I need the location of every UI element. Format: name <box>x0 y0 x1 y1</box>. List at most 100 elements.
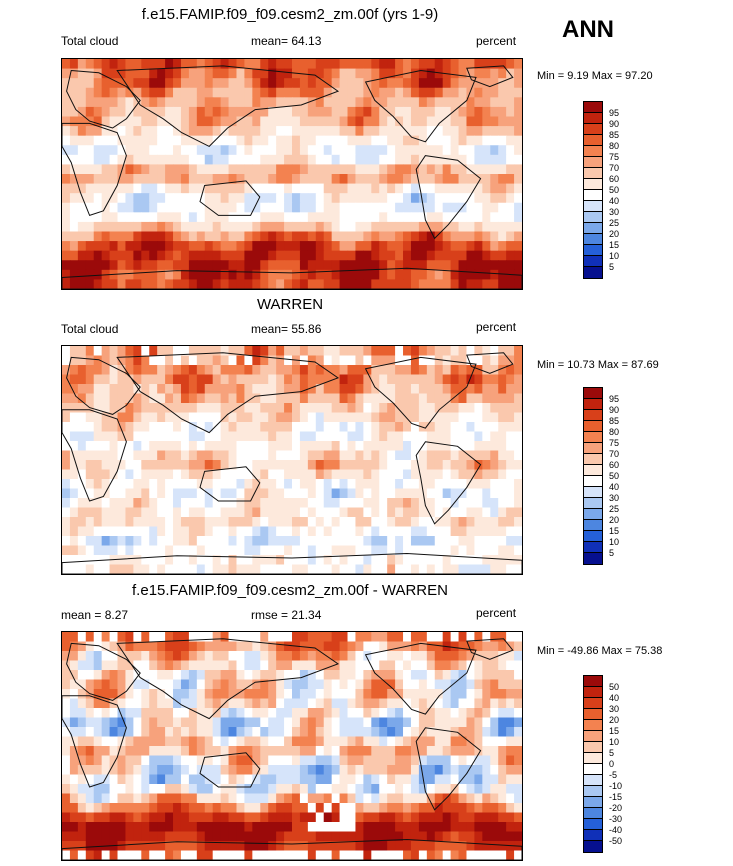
map-cell <box>252 431 261 442</box>
map-cell <box>292 831 301 842</box>
map-cell <box>93 736 103 747</box>
map-cell <box>347 135 357 146</box>
map-cell <box>514 517 522 528</box>
map-cell <box>157 498 166 509</box>
map-cell <box>395 221 404 233</box>
map-cell <box>474 183 483 194</box>
map-cell <box>355 526 364 537</box>
colorbar-swatch <box>584 124 602 135</box>
map-cell <box>276 660 285 671</box>
map-cell <box>371 183 380 194</box>
map-cell <box>395 717 404 728</box>
map-cell <box>323 784 333 795</box>
map-cell <box>395 498 404 509</box>
map-cell <box>268 641 277 652</box>
map-cell <box>85 841 95 852</box>
map-cell <box>442 59 452 70</box>
map-cell <box>93 488 103 499</box>
map-cell <box>482 755 491 766</box>
map-cell <box>220 526 230 537</box>
map-cell <box>260 641 269 652</box>
map-cell <box>62 212 71 223</box>
map-cell <box>260 422 269 433</box>
map-cell <box>93 727 103 738</box>
map-cell <box>260 784 269 795</box>
map-cell <box>323 241 333 252</box>
map-cell <box>403 793 412 804</box>
map-cell <box>276 365 285 376</box>
map-cell <box>109 431 119 442</box>
map-cell <box>418 498 428 509</box>
map-cell <box>474 87 483 98</box>
map-cell <box>466 450 476 461</box>
map-cell <box>109 526 119 537</box>
map-cell <box>466 154 476 166</box>
map-cell <box>180 450 190 461</box>
map-cell <box>339 145 349 156</box>
map-cell <box>180 727 190 738</box>
map-cell <box>276 765 285 776</box>
map-cell <box>482 97 491 108</box>
map-cell <box>466 746 476 757</box>
map-cell <box>418 641 428 652</box>
map-cell <box>149 403 158 414</box>
map-cell <box>165 698 174 709</box>
map-cell <box>323 202 333 213</box>
map-cell <box>514 803 522 814</box>
map-cell <box>347 641 357 652</box>
map-cell <box>403 441 412 452</box>
map-cell <box>379 822 388 833</box>
map-cell <box>482 422 491 433</box>
map-cell <box>188 469 198 480</box>
map-cell <box>395 803 404 814</box>
map-cell <box>490 365 499 376</box>
map-cell <box>347 393 357 404</box>
map-cell <box>141 660 150 671</box>
map-cell <box>458 116 468 127</box>
map-cell <box>109 850 119 860</box>
map-cell <box>109 202 119 213</box>
map-cell <box>85 250 95 261</box>
map-cell <box>268 793 277 804</box>
map-cell <box>490 784 499 795</box>
map-cell <box>434 412 444 423</box>
map-cell <box>474 793 483 804</box>
map-cell <box>426 374 436 385</box>
map-cell <box>284 746 293 757</box>
map-cell <box>165 374 174 385</box>
colorbar-label: 5 <box>609 262 615 272</box>
map-cell <box>157 250 166 261</box>
map-cell <box>276 231 285 242</box>
map-cell <box>339 365 349 376</box>
map-cell <box>77 498 87 509</box>
map-cell <box>442 431 452 442</box>
map-cell <box>157 154 166 166</box>
map-cell <box>157 393 166 404</box>
map-cell <box>323 536 333 547</box>
map-cell <box>450 374 460 385</box>
map-cell <box>141 183 150 194</box>
map-cell <box>117 803 127 814</box>
map-cell <box>133 212 142 223</box>
map-cell <box>355 822 364 833</box>
map-cell <box>387 736 396 747</box>
map-cell <box>165 403 174 414</box>
map-cell <box>252 279 261 289</box>
map-cell <box>173 651 182 662</box>
map-cell <box>292 507 301 518</box>
colorbar-label: 20 <box>609 715 620 725</box>
map-cell <box>458 564 468 574</box>
map-cell <box>236 231 246 242</box>
map-cell <box>363 135 372 146</box>
map-cell <box>450 641 460 652</box>
map-cell <box>355 765 364 776</box>
map-cell <box>410 850 420 860</box>
map-cell <box>157 812 166 823</box>
map-cell <box>307 698 317 709</box>
map-cell <box>141 450 150 461</box>
map-cell <box>292 183 301 194</box>
map-cell <box>363 469 372 480</box>
map-cell <box>450 193 460 204</box>
colorbar-swatch <box>584 102 602 113</box>
map-cell <box>125 479 134 490</box>
